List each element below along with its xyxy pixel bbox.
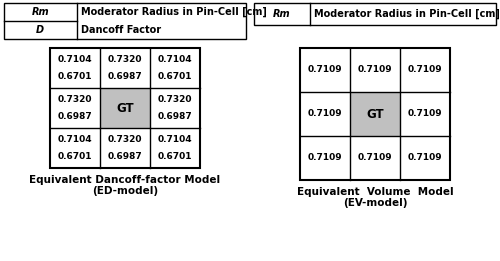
Bar bbox=[100, 88, 150, 128]
Text: 0.6987: 0.6987 bbox=[108, 152, 142, 161]
Text: 0.6987: 0.6987 bbox=[108, 72, 142, 81]
Text: 0.7104: 0.7104 bbox=[158, 55, 192, 64]
Bar bbox=[350, 92, 400, 136]
Text: 0.7109: 0.7109 bbox=[408, 110, 442, 118]
Text: GT: GT bbox=[116, 102, 134, 115]
Text: 0.7104: 0.7104 bbox=[58, 55, 92, 64]
Bar bbox=[50, 48, 200, 168]
Text: 0.7104: 0.7104 bbox=[158, 135, 192, 144]
Text: 0.7104: 0.7104 bbox=[58, 135, 92, 144]
Text: Moderator Radius in Pin-Cell [cm]: Moderator Radius in Pin-Cell [cm] bbox=[314, 9, 500, 19]
Text: 0.7109: 0.7109 bbox=[358, 153, 392, 163]
Text: 0.6701: 0.6701 bbox=[58, 72, 92, 81]
Text: 0.6701: 0.6701 bbox=[158, 72, 192, 81]
Text: D: D bbox=[36, 25, 44, 35]
Bar bbox=[300, 48, 450, 180]
Bar bbox=[50, 48, 200, 168]
Bar bbox=[4, 3, 246, 39]
Text: 0.7320: 0.7320 bbox=[108, 135, 142, 144]
Text: 0.7109: 0.7109 bbox=[308, 153, 342, 163]
Text: 0.6701: 0.6701 bbox=[158, 152, 192, 161]
Text: 0.7320: 0.7320 bbox=[108, 55, 142, 64]
Text: 0.7109: 0.7109 bbox=[308, 66, 342, 74]
Text: Rm: Rm bbox=[32, 7, 49, 17]
Text: 0.6987: 0.6987 bbox=[58, 112, 92, 121]
Text: 0.6701: 0.6701 bbox=[58, 152, 92, 161]
Text: (EV-model): (EV-model) bbox=[343, 198, 407, 208]
Text: Dancoff Factor: Dancoff Factor bbox=[80, 25, 160, 35]
Text: GT: GT bbox=[366, 108, 384, 121]
Text: 0.7109: 0.7109 bbox=[408, 153, 442, 163]
Text: 0.7109: 0.7109 bbox=[308, 110, 342, 118]
Text: 0.7109: 0.7109 bbox=[358, 66, 392, 74]
Text: Rm: Rm bbox=[273, 9, 290, 19]
Text: Moderator Radius in Pin-Cell [cm]: Moderator Radius in Pin-Cell [cm] bbox=[80, 7, 266, 17]
Text: (ED-model): (ED-model) bbox=[92, 186, 158, 196]
Text: Equivalent Dancoff-factor Model: Equivalent Dancoff-factor Model bbox=[30, 175, 220, 185]
Text: 0.7320: 0.7320 bbox=[158, 95, 192, 104]
Bar bbox=[254, 3, 496, 25]
Text: 0.7320: 0.7320 bbox=[58, 95, 92, 104]
Text: Equivalent  Volume  Model: Equivalent Volume Model bbox=[296, 187, 454, 197]
Bar bbox=[300, 48, 450, 180]
Text: 0.7109: 0.7109 bbox=[408, 66, 442, 74]
Text: 0.6987: 0.6987 bbox=[158, 112, 192, 121]
